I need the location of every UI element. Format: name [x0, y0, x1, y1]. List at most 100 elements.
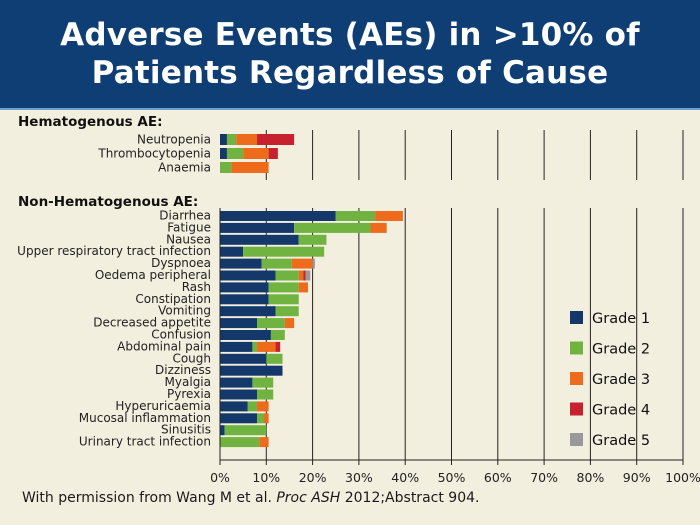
bar-confusion-grade-2: [270, 330, 285, 340]
bar-anaemia-grade-3: [231, 162, 269, 173]
bar-rash-grade-3: [298, 282, 308, 293]
bar-myalgia-grade-2: [252, 377, 274, 388]
x-tick-label-1: 10%: [252, 470, 280, 485]
bar-upper-respiratory-tract-infection-grade-2: [243, 246, 325, 257]
legend-label-grade-1: Grade 1: [592, 311, 650, 327]
legend-swatch-grade-3: [570, 372, 583, 385]
x-tick-label-2: 20%: [299, 470, 327, 485]
category-label-pyrexia: Pyrexia: [167, 387, 211, 401]
bar-hyperuricaemia-grade-1: [220, 401, 248, 412]
bar-neutropenia-grade-4: [257, 134, 295, 145]
bar-cough-grade-2: [266, 353, 283, 364]
category-label-decreased-appetite: Decreased appetite: [93, 316, 211, 330]
bar-sinusitis-grade-2: [224, 425, 267, 436]
slide-title-line-1: Adverse Events (AEs) in >10% of: [60, 17, 640, 53]
bar-neutropenia-grade-1: [220, 134, 227, 145]
x-tick-label-10: 100%: [665, 470, 700, 485]
bar-pyrexia-grade-1: [220, 389, 258, 400]
bar-thrombocytopenia-grade-2: [226, 148, 244, 159]
bar-fatigue-grade-1: [220, 222, 295, 233]
category-label-hyperuricaemia: Hyperuricaemia: [115, 399, 211, 413]
x-tick-label-9: 90%: [623, 470, 651, 485]
bar-abdominal-pain-grade-2: [252, 341, 258, 352]
bar-abdominal-pain-grade-1: [220, 341, 253, 352]
bar-mucosal-inflammation-grade-2: [257, 413, 264, 424]
bar-thrombocytopenia-grade-4: [268, 148, 278, 159]
category-label-thrombocytopenia: Thrombocytopenia: [97, 147, 211, 161]
x-tick-label-5: 50%: [438, 470, 466, 485]
bar-hyperuricaemia-grade-2: [247, 401, 258, 412]
bar-sinusitis-grade-1: [220, 425, 225, 436]
bar-oedema-peripheral-grade-1: [220, 270, 276, 281]
bar-confusion-grade-1: [220, 330, 271, 340]
bar-rash-grade-2: [268, 282, 299, 293]
x-tick-label-8: 80%: [577, 470, 605, 485]
bar-dyspnoea-grade-3: [291, 258, 313, 269]
category-label-constipation: Constipation: [135, 292, 211, 306]
bar-urinary-tract-infection-grade-2: [220, 437, 260, 448]
bar-thrombocytopenia-grade-1: [220, 148, 227, 159]
bar-vomiting-grade-2: [275, 306, 299, 317]
category-label-dyspnoea: Dyspnoea: [151, 256, 211, 270]
bar-constipation-grade-1: [220, 294, 269, 305]
legend-label-grade-5: Grade 5: [592, 433, 650, 449]
bar-fatigue-grade-2: [294, 222, 371, 233]
category-label-neutropenia: Neutropenia: [137, 133, 211, 147]
category-label-confusion: Confusion: [151, 328, 211, 342]
group-title-hematogenous-ae: Hematogenous AE:: [18, 114, 162, 130]
category-label-dizziness: Dizziness: [155, 363, 211, 377]
bar-oedema-peripheral-grade-2: [275, 270, 299, 281]
bar-diarrhea-grade-1: [220, 211, 336, 221]
category-label-oedema-peripheral: Oedema peripheral: [95, 268, 211, 282]
bar-mucosal-inflammation-grade-3: [263, 413, 269, 424]
adverse-events-chart: Hematogenous AE: NeutropeniaThrombocytope…: [17, 114, 700, 485]
slide-title-line-2: Patients Regardless of Cause: [91, 55, 609, 91]
legend-label-grade-2: Grade 2: [592, 342, 650, 358]
bar-anaemia-grade-2: [220, 162, 232, 173]
bar-fatigue-grade-3: [370, 222, 387, 233]
category-label-upper-respiratory-tract-infection: Upper respiratory tract infection: [17, 244, 211, 258]
citation-prefix: With permission from Wang M et al.: [22, 490, 277, 506]
category-label-sinusitis: Sinusitis: [161, 423, 211, 437]
x-tick-label-6: 60%: [484, 470, 512, 485]
x-tick-label-3: 30%: [345, 470, 373, 485]
bar-oedema-peripheral-grade-4: [303, 270, 306, 281]
bar-decreased-appetite-grade-2: [257, 318, 285, 329]
bar-dyspnoea-grade-5: [312, 258, 315, 269]
bar-vomiting-grade-1: [220, 306, 276, 317]
x-tick-label-7: 70%: [530, 470, 558, 485]
bar-upper-respiratory-tract-infection-grade-1: [220, 246, 244, 257]
bar-thrombocytopenia-grade-3: [243, 148, 269, 159]
category-label-anaemia: Anaemia: [158, 161, 211, 175]
bar-neutropenia-grade-2: [226, 134, 237, 145]
bar-diarrhea-grade-2: [335, 211, 376, 221]
category-label-diarrhea: Diarrhea: [159, 209, 211, 223]
category-label-mucosal-inflammation: Mucosal inflammation: [79, 411, 211, 425]
bar-myalgia-grade-1: [220, 377, 253, 388]
bar-dizziness-grade-1: [220, 365, 283, 376]
legend-swatch-grade-4: [570, 402, 583, 416]
citation-suffix: 2012;Abstract 904.: [340, 490, 480, 506]
bar-nausea-grade-1: [220, 234, 299, 245]
category-label-vomiting: Vomiting: [158, 304, 211, 318]
category-label-myalgia: Myalgia: [165, 375, 211, 389]
bar-abdominal-pain-grade-3: [257, 341, 276, 352]
bar-mucosal-inflammation-grade-1: [220, 413, 258, 424]
citation: With permission from Wang M et al. Proc …: [22, 490, 479, 506]
group-title-non-hematogenous-ae: Non-Hematogenous AE:: [18, 194, 198, 210]
bar-oedema-peripheral-grade-5: [305, 270, 311, 281]
bar-oedema-peripheral-grade-3: [298, 270, 304, 281]
legend-label-grade-3: Grade 3: [592, 372, 650, 388]
bar-rash-grade-1: [220, 282, 269, 293]
legend-swatch-grade-5: [570, 433, 583, 446]
category-label-nausea: Nausea: [166, 232, 211, 246]
bar-constipation-grade-2: [268, 294, 299, 305]
x-tick-label-0: 0%: [210, 470, 230, 485]
category-label-cough: Cough: [172, 351, 211, 365]
bar-dyspnoea-grade-2: [261, 258, 292, 269]
category-label-abdominal-pain: Abdominal pain: [117, 339, 211, 353]
slide-header: Adverse Events (AEs) in >10% of Patients…: [0, 0, 700, 110]
bar-pyrexia-grade-2: [257, 389, 274, 400]
bar-cough-grade-1: [220, 353, 267, 364]
bar-nausea-grade-2: [298, 234, 327, 245]
